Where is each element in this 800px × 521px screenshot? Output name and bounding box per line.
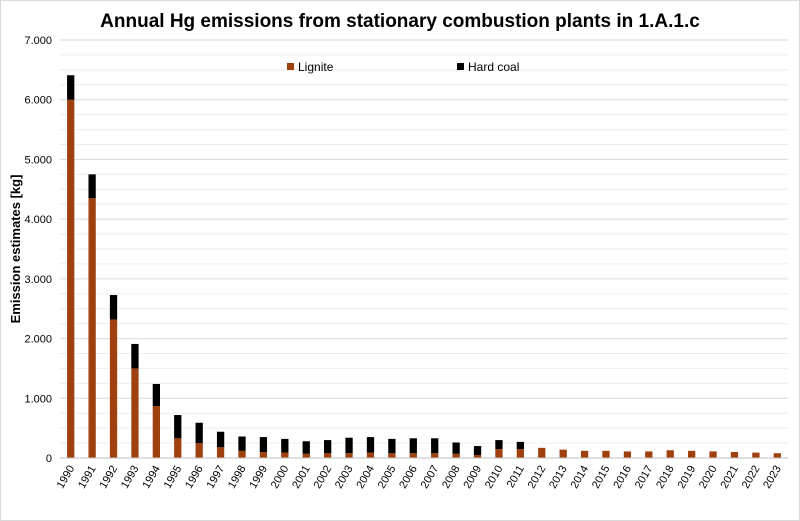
bar-lignite-2022	[752, 452, 760, 458]
bar-lignite-2005	[388, 453, 396, 458]
bar-lignite-2011	[516, 449, 524, 458]
bar-hard-coal-1991	[88, 174, 96, 199]
bar-hard-coal-2007	[431, 438, 439, 454]
bar-lignite-2015	[602, 450, 610, 458]
bar-lignite-1992	[109, 319, 118, 458]
bar-lignite-2000	[281, 452, 289, 458]
bar-hard-coal-2009	[473, 446, 482, 456]
bar-hard-coal-2005	[388, 438, 396, 454]
bar-lignite-1997	[216, 447, 225, 458]
bar-lignite-1993	[131, 368, 139, 458]
bar-hard-coal-1995	[174, 415, 182, 439]
y-tick-label: 4.000	[24, 214, 52, 226]
bar-lignite-2009	[473, 455, 482, 458]
y-axis-ticks: 0 1.000 2.000 3.000 4.000 5.000 6.000 7.000	[24, 35, 52, 465]
y-tick-label: 0	[46, 453, 52, 465]
bar-hard-coal-1993	[131, 343, 139, 369]
bar-lignite-2006	[409, 453, 417, 458]
bar-lignite-2018	[666, 450, 674, 458]
bar-lignite-1991	[88, 198, 96, 458]
y-tick-label: 2.000	[24, 334, 52, 346]
bar-hard-coal-2008	[452, 442, 460, 454]
y-tick-label: 5.000	[24, 154, 52, 166]
bar-hard-coal-1997	[216, 431, 225, 448]
bar-hard-coal-2010	[495, 440, 503, 450]
bar-lignite-2021	[730, 452, 739, 458]
bar-hard-coal-1994	[152, 383, 160, 407]
bar-lignite-2012	[538, 447, 546, 458]
legend-label: Hard coal	[468, 60, 519, 74]
bar-hard-coal-2002	[324, 440, 332, 454]
bar-lignite-1999	[259, 452, 268, 458]
bar-hard-coal-2011	[516, 441, 524, 450]
bar-hard-coal-2006	[409, 438, 417, 454]
bar-lignite-2017	[645, 451, 653, 458]
legend-swatch	[287, 63, 294, 70]
bar-lignite-2010	[495, 449, 503, 458]
bar-lignite-2023	[773, 453, 781, 458]
bar-lignite-2008	[452, 453, 460, 458]
legend-item-hard-coal: Hard coal	[457, 60, 519, 74]
legend: Lignite Hard coal	[287, 60, 519, 74]
bar-hard-coal-1992	[109, 294, 118, 320]
legend-item-lignite: Lignite	[287, 60, 334, 74]
bar-lignite-2003	[345, 453, 353, 458]
bar-hard-coal-1998	[238, 436, 246, 451]
bar-lignite-2016	[623, 451, 632, 458]
y-tick-label: 6.000	[24, 95, 52, 107]
y-tick-label: 1.000	[24, 393, 52, 405]
bar-lignite-2014	[580, 450, 589, 458]
bar-lignite-1990	[67, 99, 75, 458]
bar-lignite-2019	[688, 450, 696, 458]
gridlines	[60, 39, 788, 459]
bar-hard-coal-1996	[195, 422, 203, 444]
bar-lignite-1996	[195, 443, 203, 458]
bar-lignite-2004	[366, 452, 375, 458]
bar-hard-coal-2004	[366, 437, 375, 453]
bar-hard-coal-2001	[302, 441, 310, 454]
legend-label: Lignite	[298, 60, 334, 74]
y-axis-label: Emission estimates [kg]	[8, 175, 23, 324]
bar-lignite-1995	[174, 438, 182, 458]
y-tick-label: 3.000	[24, 274, 52, 286]
bar-hard-coal-2000	[281, 438, 289, 453]
bar-hard-coal-1999	[259, 437, 268, 453]
y-tick-label: 7.000	[24, 35, 52, 47]
bar-lignite-2001	[302, 453, 310, 458]
bar-lignite-2013	[559, 449, 567, 458]
bar-hard-coal-2003	[345, 437, 353, 454]
bars	[67, 75, 781, 458]
bar-hard-coal-1990	[67, 75, 75, 100]
bar-lignite-2020	[709, 451, 717, 458]
bar-lignite-1994	[152, 406, 160, 458]
bar-lignite-1998	[238, 450, 246, 458]
bar-lignite-2002	[324, 453, 332, 458]
chart-title: Annual Hg emissions from stationary comb…	[100, 11, 700, 32]
bar-lignite-2007	[431, 453, 439, 458]
legend-swatch	[457, 63, 464, 70]
